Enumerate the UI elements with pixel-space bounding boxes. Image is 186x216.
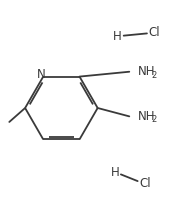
Text: NH: NH [138,110,155,123]
Text: H: H [111,166,120,179]
Text: 2: 2 [151,115,156,124]
Text: Cl: Cl [149,26,160,39]
Text: H: H [113,30,122,43]
Text: 2: 2 [151,71,156,79]
Text: Cl: Cl [139,177,151,190]
Text: NH: NH [138,65,155,78]
Text: N: N [37,68,46,81]
